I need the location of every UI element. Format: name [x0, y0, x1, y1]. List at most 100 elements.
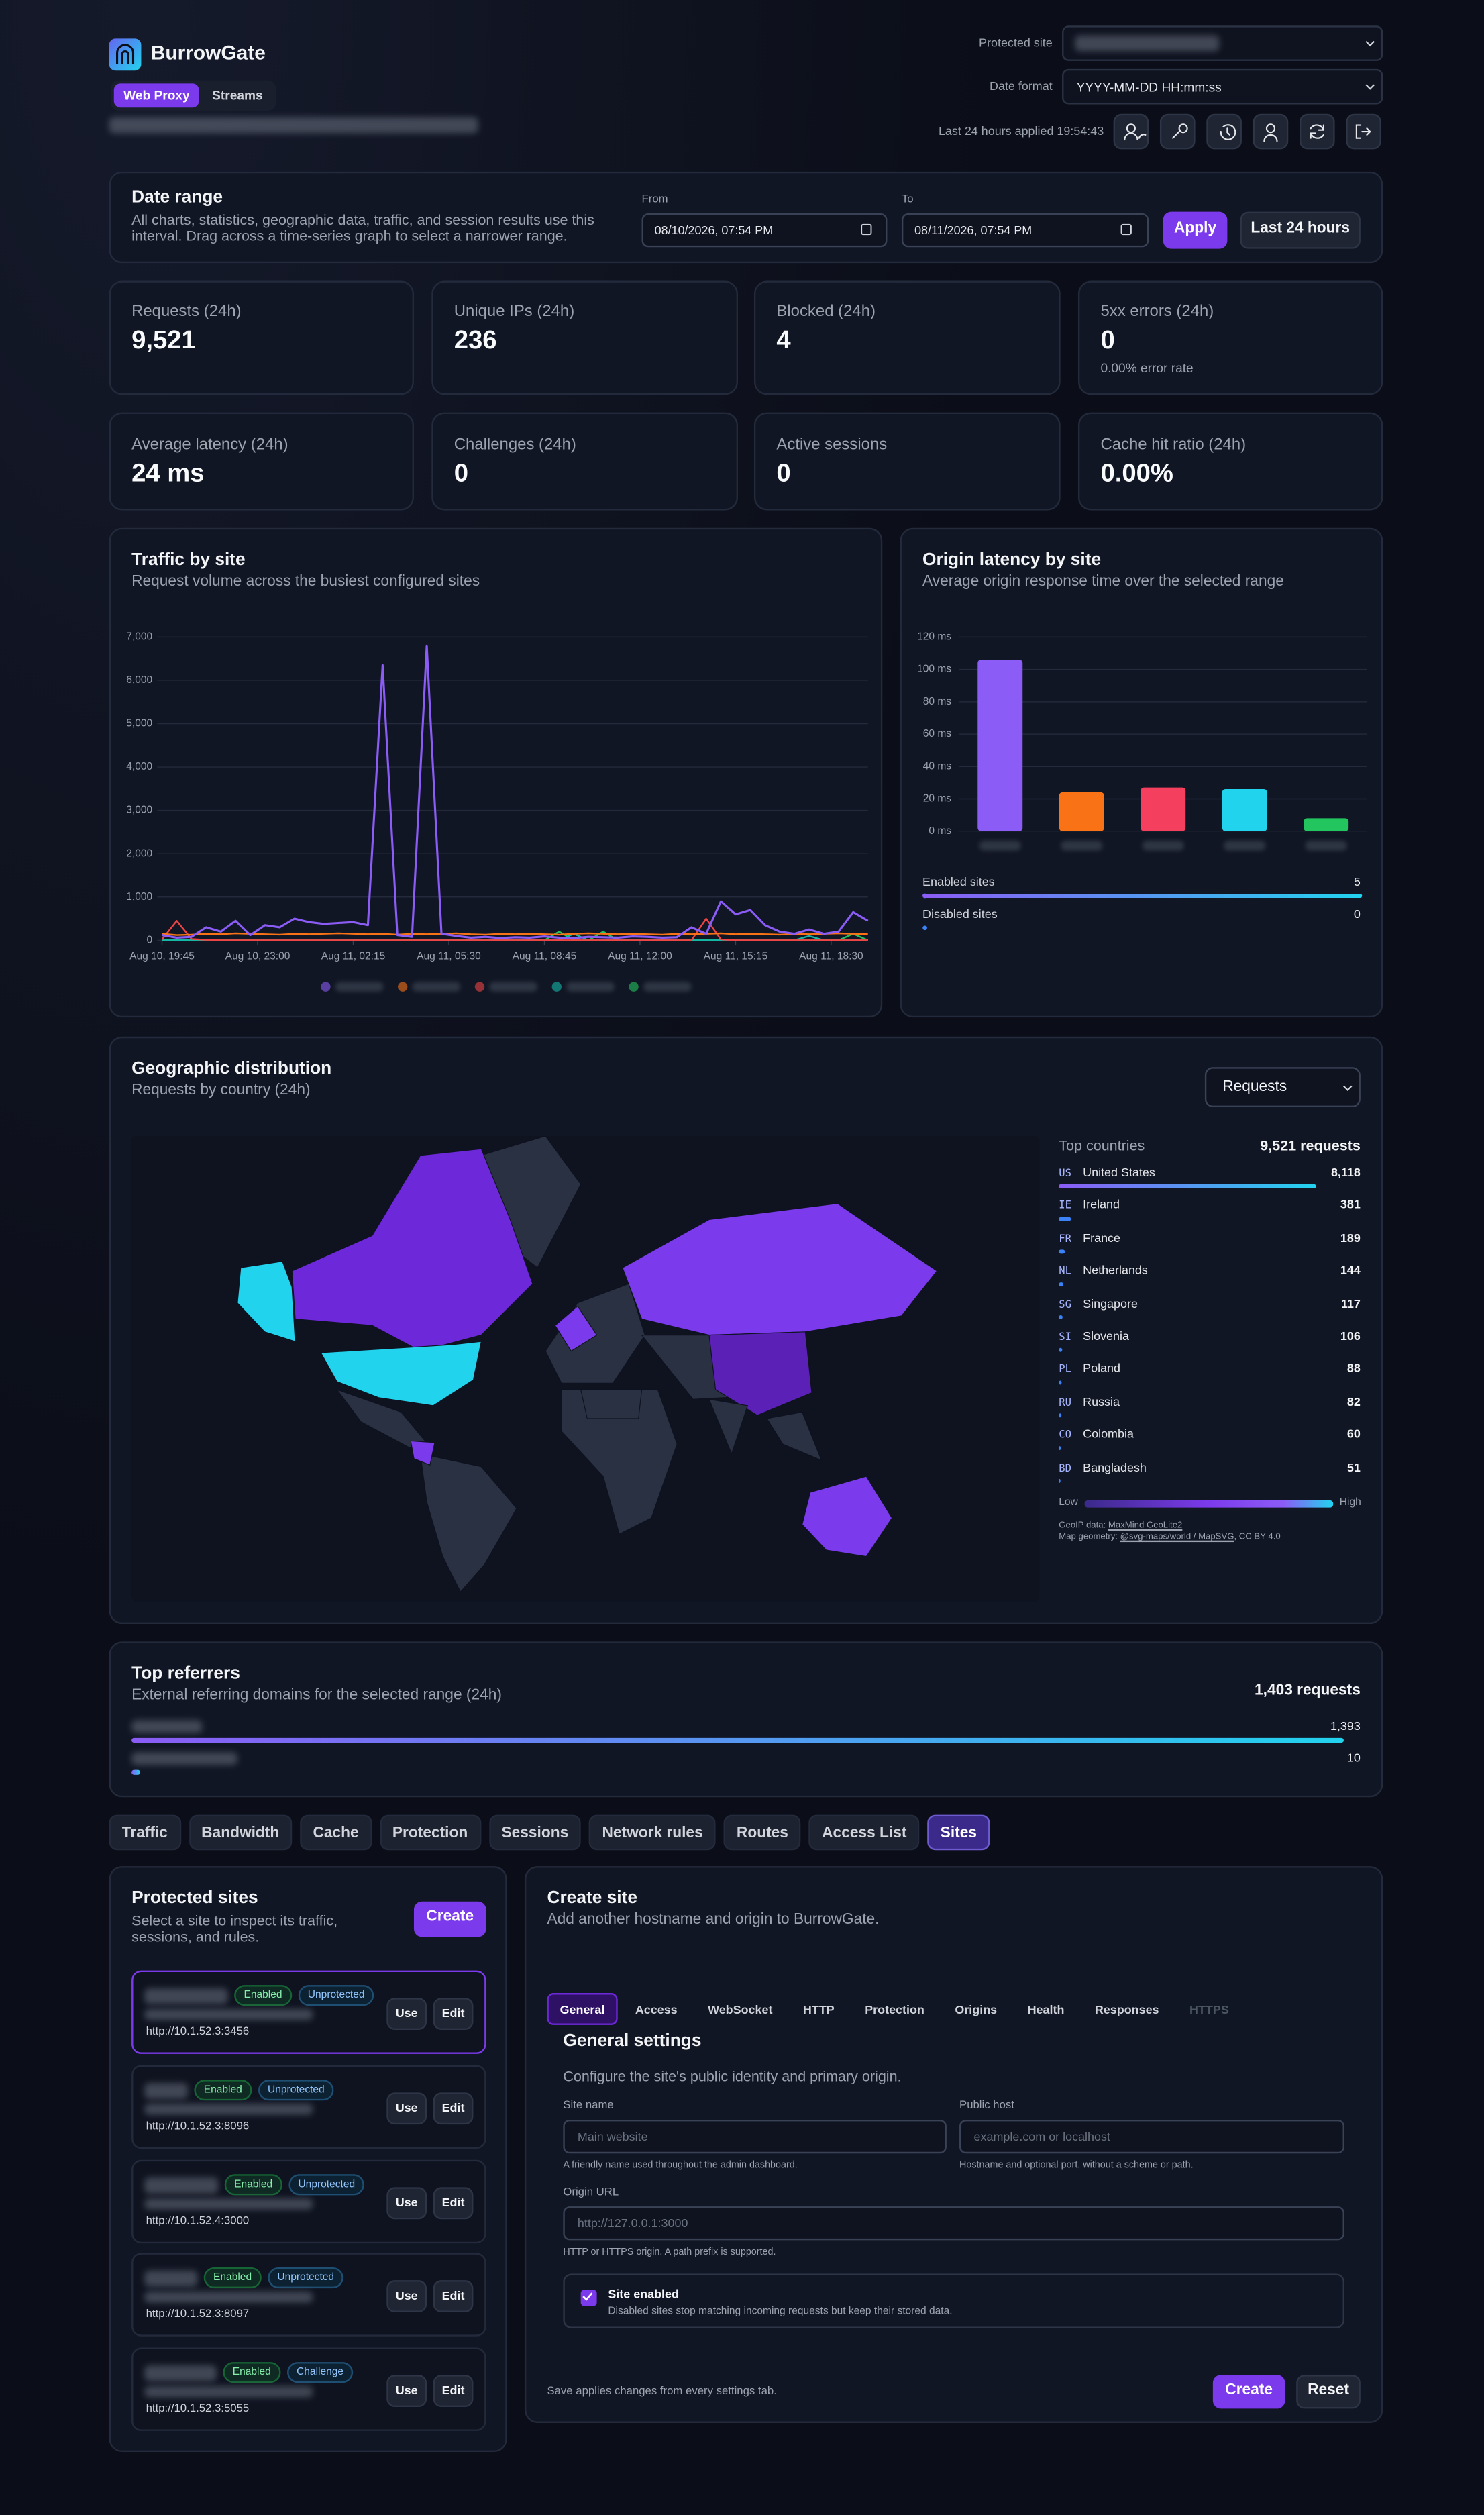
- settings-tab[interactable]: General: [547, 1993, 618, 2025]
- card-title: Date range: [131, 187, 223, 207]
- edit-button[interactable]: Edit: [433, 2187, 474, 2220]
- icon-button[interactable]: [1113, 113, 1149, 150]
- settings-tab[interactable]: Health: [1027, 2002, 1065, 2017]
- status-badge: Enabled: [203, 2267, 262, 2290]
- status-badge: Enabled: [224, 2174, 282, 2196]
- reset-button[interactable]: Reset: [1296, 2375, 1361, 2409]
- credit-link[interactable]: @svg-maps/world / MapSVG: [1120, 1532, 1234, 1543]
- settings-tab[interactable]: Access: [635, 2002, 678, 2017]
- card-title: Top referrers: [131, 1663, 240, 1684]
- date-value: 08/11/2026, 07:54 PM: [914, 223, 1032, 238]
- country-value: 8,118: [1330, 1165, 1361, 1180]
- card-subtitle: External referring domains for the selec…: [131, 1686, 502, 1704]
- section-tab[interactable]: Traffic: [109, 1814, 181, 1851]
- footer-note: Save applies changes from every settings…: [547, 2385, 777, 2398]
- use-button[interactable]: Use: [386, 2280, 427, 2312]
- edit-button[interactable]: Edit: [433, 2280, 474, 2312]
- site-origin: http://10.1.52.3:3456: [146, 2026, 250, 2039]
- create-button[interactable]: Create: [1212, 2375, 1285, 2409]
- redacted-text: [1075, 35, 1220, 52]
- card: [431, 412, 739, 511]
- card: [109, 280, 414, 395]
- section-tab[interactable]: Network rules: [589, 1814, 716, 1851]
- country-value: 88: [1346, 1361, 1361, 1376]
- site-item[interactable]: Enabled Unprotected http://10.1.52.3:3456 U…: [131, 1970, 486, 2054]
- card-subtitle: Average origin response time over the se…: [922, 572, 1284, 591]
- icon-button[interactable]: [1206, 113, 1242, 150]
- section-description: Configure the site's public identity and…: [563, 2068, 902, 2085]
- input-placeholder: example.com or localhost: [973, 2129, 1110, 2144]
- card-title: Create site: [547, 1888, 638, 1908]
- metric-select[interactable]: Requests: [1204, 1067, 1361, 1108]
- icon-button[interactable]: [1159, 113, 1196, 150]
- country-value: 82: [1346, 1394, 1361, 1409]
- use-button[interactable]: Use: [386, 2092, 427, 2125]
- edit-button[interactable]: Edit: [433, 2092, 474, 2125]
- section-tab[interactable]: Cache: [300, 1814, 372, 1851]
- site-origin: http://10.1.52.3:8097: [146, 2309, 250, 2320]
- select-value: Requests: [1222, 1078, 1287, 1096]
- credit-text: , CC BY 4.0: [1234, 1532, 1281, 1543]
- section-tab[interactable]: Access List: [809, 1814, 920, 1851]
- use-button[interactable]: Use: [386, 2375, 427, 2408]
- mode-tab[interactable]: Streams: [212, 88, 263, 103]
- country-name: Singapore: [1083, 1296, 1138, 1311]
- use-button[interactable]: Use: [386, 1998, 427, 2031]
- redacted-text: [131, 1752, 237, 1765]
- field-hint: A friendly name used throughout the admi…: [563, 2161, 798, 2171]
- site-item[interactable]: Enabled Unprotected http://10.1.52.4:3000 U…: [131, 2159, 486, 2244]
- edit-button[interactable]: Edit: [433, 1998, 474, 2031]
- section-tab[interactable]: Bandwidth: [189, 1814, 293, 1851]
- icon-button[interactable]: [1346, 113, 1381, 150]
- section-tab[interactable]: Sessions: [488, 1814, 582, 1851]
- card: [109, 1641, 1383, 1798]
- referrer-value: 1,393: [1330, 1718, 1361, 1733]
- text-input[interactable]: Main website: [563, 2119, 947, 2154]
- site-origin: http://10.1.52.3:8096: [146, 2121, 250, 2133]
- enabled-toggle[interactable]: Site enabled Disabled sites stop matching…: [563, 2273, 1344, 2328]
- credit-text: GeoIP data:: [1059, 1521, 1106, 1531]
- site-item[interactable]: Enabled Challenge http://10.1.52.3:5055 Use…: [131, 2347, 486, 2431]
- apply-button[interactable]: Apply: [1163, 211, 1228, 249]
- input-placeholder: Main website: [577, 2129, 648, 2144]
- select-label: Date format: [990, 79, 1053, 93]
- date-input[interactable]: 08/10/2026, 07:54 PM: [641, 213, 888, 248]
- credit-link[interactable]: MaxMind GeoLite2: [1108, 1521, 1183, 1531]
- settings-tab[interactable]: WebSocket: [708, 2002, 773, 2017]
- settings-tab[interactable]: Protection: [865, 2002, 924, 2017]
- settings-tab[interactable]: Origins: [955, 2002, 998, 2017]
- redacted-text: [144, 1988, 228, 2004]
- icon-button[interactable]: [1253, 113, 1289, 150]
- card: [900, 527, 1383, 1018]
- icon-button[interactable]: [1299, 113, 1335, 150]
- site-item[interactable]: Enabled Unprotected http://10.1.52.3:8097 U…: [131, 2253, 486, 2337]
- legend-high: High: [1339, 1497, 1361, 1508]
- preset-button[interactable]: Last 24 hours: [1240, 211, 1361, 249]
- edit-button[interactable]: Edit: [433, 2375, 474, 2408]
- card: [753, 412, 1061, 511]
- settings-tab[interactable]: Responses: [1094, 2002, 1159, 2017]
- section-tab[interactable]: Routes: [723, 1814, 802, 1851]
- site-header: Enabled Challenge: [144, 2362, 354, 2384]
- field-label: To: [901, 194, 914, 206]
- section-tab[interactable]: Sites: [927, 1814, 990, 1851]
- date-format-select[interactable]: YYYY-MM-DD HH:mm:ss: [1062, 68, 1383, 105]
- mode-tab[interactable]: Web Proxy: [113, 83, 200, 108]
- settings-tab[interactable]: HTTPS: [1189, 2002, 1229, 2017]
- settings-tab[interactable]: HTTP: [802, 2002, 835, 2017]
- text-input[interactable]: example.com or localhost: [959, 2119, 1344, 2154]
- country-value: 60: [1346, 1427, 1361, 1441]
- date-input[interactable]: 08/11/2026, 07:54 PM: [901, 213, 1149, 248]
- summary-value: 5: [1353, 874, 1361, 889]
- checkbox[interactable]: [580, 2290, 597, 2306]
- field-label: Public host: [959, 2100, 1014, 2112]
- create-button[interactable]: Create: [413, 1901, 486, 1937]
- site-item[interactable]: Enabled Unprotected http://10.1.52.3:8096 U…: [131, 2065, 486, 2149]
- country-name: Russia: [1083, 1394, 1120, 1409]
- list-total: 9,521 requests: [1260, 1137, 1361, 1154]
- referrer-value: 10: [1346, 1750, 1361, 1765]
- use-button[interactable]: Use: [386, 2187, 427, 2220]
- text-input[interactable]: http://127.0.0.1:3000: [563, 2206, 1344, 2241]
- section-tab[interactable]: Protection: [379, 1814, 481, 1851]
- summary-value: 0: [1353, 907, 1361, 921]
